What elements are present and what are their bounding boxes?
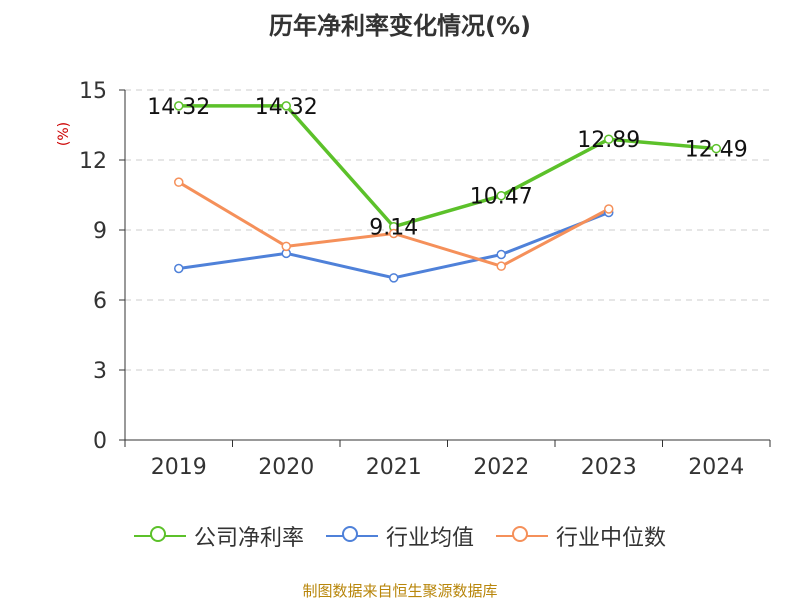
chart-title: 历年净利率变化情况(%) (269, 12, 531, 40)
legend-item[interactable]: 公司净利率 (133, 520, 304, 552)
x-tick-label: 2021 (366, 455, 422, 480)
y-tick-label: 0 (93, 429, 107, 454)
data-point (496, 261, 506, 271)
legend-label: 行业中位数 (556, 526, 667, 551)
data-point (281, 241, 291, 252)
x-tick-label: 2024 (688, 455, 744, 480)
data-point (389, 273, 399, 283)
legend-item[interactable]: 行业中位数 (496, 520, 666, 552)
data-point (174, 101, 184, 111)
legend-label: 行业均值 (385, 526, 474, 551)
data-point (174, 177, 184, 187)
legend-swatch (133, 525, 186, 547)
data-point (711, 143, 721, 154)
data-label: 12.49 (685, 138, 748, 163)
legend-item[interactable]: 行业均值 (325, 520, 474, 552)
y-tick-label: 12 (79, 149, 107, 174)
data-source-note: 制图数据来自恒生聚源数据库 (302, 582, 498, 600)
legend-swatch (496, 525, 548, 547)
data-point (604, 134, 614, 144)
data-label: 10.47 (470, 185, 533, 210)
y-tick-label: 3 (93, 359, 107, 384)
x-tick-label: 2020 (258, 455, 314, 480)
data-point (604, 204, 614, 214)
data-label: 9.14 (369, 216, 418, 241)
data-label: 14.32 (147, 95, 210, 120)
legend-label: 公司净利率 (193, 526, 304, 551)
data-point (496, 190, 506, 201)
y-tick-label: 15 (79, 79, 107, 104)
data-point (281, 101, 291, 111)
legend-swatch (325, 525, 378, 547)
data-point (389, 228, 399, 239)
series-line-0 (178, 104, 717, 229)
y-tick-label: 9 (93, 219, 107, 244)
chart-legend: 公司净利率 行业均值 行业中位数 (0, 520, 800, 552)
data-point (496, 249, 506, 260)
x-tick-label: 2023 (581, 455, 637, 480)
x-tick-label: 2019 (151, 455, 207, 480)
data-label: 14.32 (255, 95, 318, 120)
data-point (174, 263, 184, 274)
data-label: 12.89 (577, 128, 640, 153)
x-tick-label: 2022 (473, 455, 529, 480)
y-tick-label: 6 (93, 289, 107, 314)
